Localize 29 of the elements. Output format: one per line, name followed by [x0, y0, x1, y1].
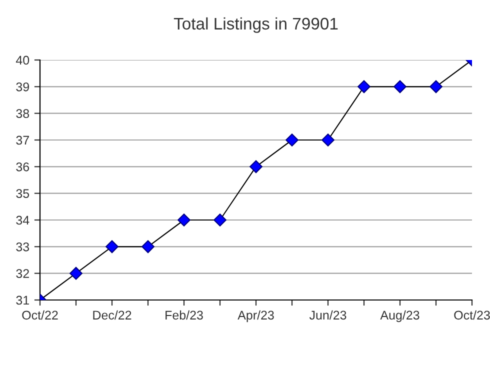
chart-title: Total Listings in 79901 — [174, 17, 338, 33]
point — [142, 240, 154, 254]
point — [70, 266, 82, 280]
y-tick-label: 31 — [16, 296, 29, 305]
x-tick-label: Dec/22 — [93, 310, 132, 320]
y-tick-label: 40 — [16, 56, 30, 65]
y-tick-label: 36 — [16, 162, 30, 172]
point — [214, 214, 226, 226]
point — [250, 160, 262, 174]
point — [358, 80, 370, 94]
y-tick-label: 35 — [16, 189, 30, 198]
point — [394, 80, 406, 94]
y-tick-label: 37 — [16, 136, 29, 145]
point — [322, 134, 334, 146]
y-tick-label: 38 — [16, 109, 30, 118]
point — [106, 240, 118, 254]
point — [286, 134, 298, 146]
y-tick-label: 33 — [16, 242, 30, 252]
x-tick-label: Oct/23 — [454, 310, 490, 320]
x-tick-label: Feb/23 — [166, 310, 203, 320]
y-tick-label: 39 — [16, 82, 29, 92]
x-tick-label: Aug/23 — [380, 310, 420, 322]
x-tick-label: Apr/23 — [238, 310, 274, 322]
x-tick-label: Jun/23 — [309, 310, 346, 320]
x-tick-label: Oct/22 — [22, 310, 58, 320]
point — [178, 214, 190, 226]
y-tick-label: 32 — [16, 269, 29, 278]
y-tick-label: 34 — [16, 216, 30, 225]
point — [430, 80, 442, 94]
